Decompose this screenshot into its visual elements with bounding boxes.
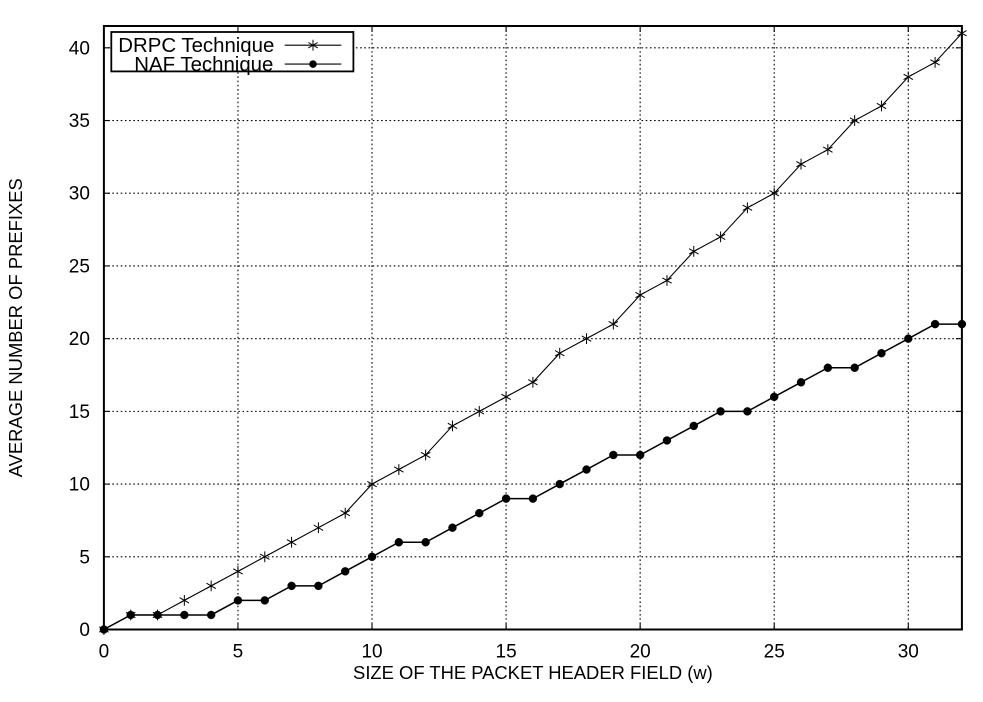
svg-text:0: 0 bbox=[99, 642, 110, 663]
svg-text:20: 20 bbox=[630, 642, 651, 663]
svg-text:NAF Technique: NAF Technique bbox=[134, 54, 273, 76]
svg-text:AVERAGE NUMBER OF PREFIXES: AVERAGE NUMBER OF PREFIXES bbox=[5, 178, 26, 477]
svg-text:10: 10 bbox=[69, 475, 90, 496]
svg-text:25: 25 bbox=[69, 256, 90, 277]
svg-text:15: 15 bbox=[496, 642, 517, 663]
svg-text:35: 35 bbox=[69, 111, 90, 132]
svg-text:20: 20 bbox=[69, 329, 90, 350]
svg-text:5: 5 bbox=[233, 642, 244, 663]
svg-text:25: 25 bbox=[764, 642, 785, 663]
svg-text:0: 0 bbox=[79, 620, 90, 641]
svg-text:15: 15 bbox=[69, 402, 90, 423]
svg-text:30: 30 bbox=[69, 184, 90, 205]
svg-text:5: 5 bbox=[79, 547, 90, 568]
svg-text:SIZE OF THE PACKET HEADER FIEL: SIZE OF THE PACKET HEADER FIELD (w) bbox=[353, 662, 713, 683]
svg-text:30: 30 bbox=[898, 642, 919, 663]
svg-text:10: 10 bbox=[361, 642, 382, 663]
svg-text:40: 40 bbox=[69, 38, 90, 59]
